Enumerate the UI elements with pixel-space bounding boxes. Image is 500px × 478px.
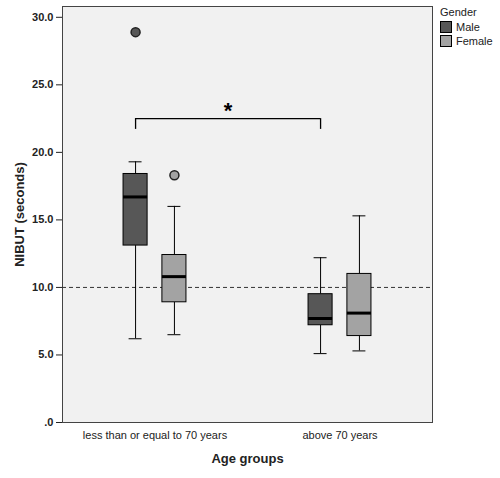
svg-text:5.0: 5.0 [38,348,53,360]
svg-text:less than or equal to 70 years: less than or equal to 70 years [83,429,228,441]
svg-text:.0: .0 [44,416,53,428]
html-text:Male: Male [456,21,480,33]
svg-text:15.0: 15.0 [32,213,53,225]
svg-text:10.0: 10.0 [32,281,53,293]
svg-text:25.0: 25.0 [32,78,53,90]
svg-text:20.0: 20.0 [32,146,53,158]
svg-text:Age groups: Age groups [211,451,283,466]
html-text:Female: Female [456,35,493,47]
svg-text:30.0: 30.0 [32,11,53,23]
svg-text:above 70 years: above 70 years [302,429,378,441]
svg-text:NIBUT (seconds): NIBUT (seconds) [12,162,27,267]
html-text:Gender: Gender [440,6,477,18]
svg-text:*: * [224,98,233,123]
